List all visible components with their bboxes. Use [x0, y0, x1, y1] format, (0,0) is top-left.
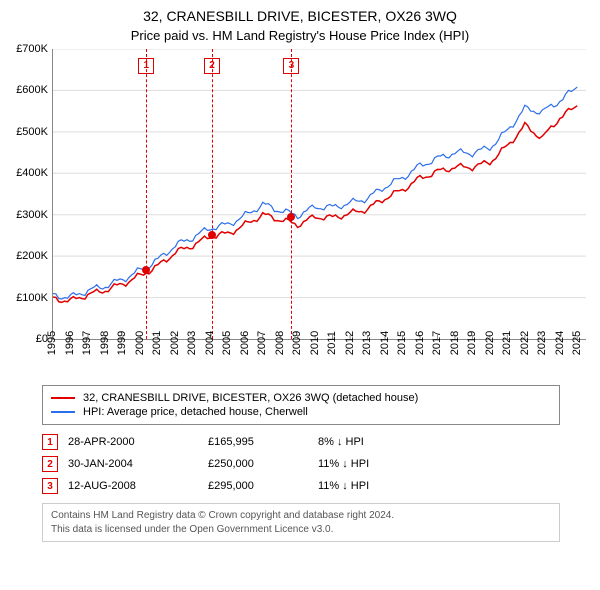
chart-subtitle: Price paid vs. HM Land Registry's House … [0, 24, 600, 49]
x-tick-label: 2000 [134, 331, 146, 355]
sale-marker-dot [142, 266, 150, 274]
sale-row-price: £165,995 [208, 436, 308, 448]
x-tick-label: 2022 [519, 331, 531, 355]
sale-marker-line [146, 49, 147, 339]
y-tick-label: £700K [16, 43, 48, 55]
sale-row-date: 12-AUG-2008 [68, 480, 198, 492]
sale-marker-line [291, 49, 292, 339]
y-tick-label: £500K [16, 126, 48, 138]
x-tick-label: 2009 [291, 331, 303, 355]
plot-svg [53, 49, 586, 339]
y-tick-label: £300K [16, 209, 48, 221]
legend-item: HPI: Average price, detached house, Cher… [51, 405, 551, 419]
x-tick-label: 1995 [46, 331, 58, 355]
sale-row-marker: 1 [42, 434, 58, 450]
sale-row-hpi: 11% ↓ HPI [318, 480, 428, 492]
sale-row-hpi: 8% ↓ HPI [318, 436, 428, 448]
x-tick-label: 2018 [449, 331, 461, 355]
sale-row-price: £250,000 [208, 458, 308, 470]
x-tick-label: 2013 [361, 331, 373, 355]
legend-label: 32, CRANESBILL DRIVE, BICESTER, OX26 3WQ… [83, 392, 418, 404]
sale-row-marker: 2 [42, 456, 58, 472]
sale-row-marker: 3 [42, 478, 58, 494]
plot-region: 1 2 3 [52, 49, 586, 340]
x-tick-label: 1997 [81, 331, 93, 355]
y-tick-label: £400K [16, 167, 48, 179]
series-hpi [53, 87, 577, 299]
legend-label: HPI: Average price, detached house, Cher… [83, 406, 308, 418]
footnote-line: This data is licensed under the Open Gov… [51, 523, 551, 537]
legend-item: 32, CRANESBILL DRIVE, BICESTER, OX26 3WQ… [51, 391, 551, 405]
sale-row-date: 30-JAN-2004 [68, 458, 198, 470]
x-tick-label: 2012 [344, 331, 356, 355]
sale-row: 1 28-APR-2000 £165,995 8% ↓ HPI [42, 431, 560, 453]
x-tick-label: 2008 [274, 331, 286, 355]
sale-marker-label: 2 [204, 55, 220, 74]
x-tick-label: 2005 [221, 331, 233, 355]
series-property [53, 106, 577, 302]
sale-row-price: £295,000 [208, 480, 308, 492]
x-tick-label: 2010 [309, 331, 321, 355]
x-tick-label: 2011 [326, 331, 338, 355]
x-tick-label: 2002 [169, 331, 181, 355]
x-tick-label: 2025 [571, 331, 583, 355]
x-tick-label: 2016 [414, 331, 426, 355]
y-axis: £0£100K£200K£300K£400K£500K£600K£700K [10, 49, 52, 339]
sale-marker-label: 1 [138, 55, 154, 74]
x-tick-label: 2001 [151, 331, 163, 355]
y-tick-label: £600K [16, 84, 48, 96]
x-tick-label: 1996 [64, 331, 76, 355]
legend-swatch [51, 411, 75, 413]
x-tick-label: 2006 [239, 331, 251, 355]
legend-swatch [51, 397, 75, 399]
x-tick-label: 1999 [116, 331, 128, 355]
sale-marker-dot [208, 231, 216, 239]
footnote: Contains HM Land Registry data © Crown c… [42, 503, 560, 542]
x-tick-label: 2020 [484, 331, 496, 355]
x-tick-label: 1998 [99, 331, 111, 355]
sale-marker-label: 3 [283, 55, 299, 74]
sale-row: 3 12-AUG-2008 £295,000 11% ↓ HPI [42, 475, 560, 497]
y-tick-label: £100K [16, 292, 48, 304]
x-tick-label: 2003 [186, 331, 198, 355]
x-axis: 1995199619971998199920002001200220032004… [52, 339, 586, 379]
y-tick-label: £200K [16, 250, 48, 262]
sale-row-hpi: 11% ↓ HPI [318, 458, 428, 470]
x-tick-label: 2007 [256, 331, 268, 355]
x-tick-label: 2019 [466, 331, 478, 355]
sale-row-date: 28-APR-2000 [68, 436, 198, 448]
sale-marker-dot [287, 213, 295, 221]
x-tick-label: 2014 [379, 331, 391, 355]
sale-marker-line [212, 49, 213, 339]
x-tick-label: 2004 [204, 331, 216, 355]
chart-title: 32, CRANESBILL DRIVE, BICESTER, OX26 3WQ [0, 0, 600, 24]
chart-area: £0£100K£200K£300K£400K£500K£600K£700K 12… [10, 49, 590, 379]
footnote-line: Contains HM Land Registry data © Crown c… [51, 509, 551, 523]
x-tick-label: 2015 [396, 331, 408, 355]
legend: 32, CRANESBILL DRIVE, BICESTER, OX26 3WQ… [42, 385, 560, 425]
x-tick-label: 2023 [536, 331, 548, 355]
x-tick-label: 2024 [554, 331, 566, 355]
sales-table: 1 28-APR-2000 £165,995 8% ↓ HPI 2 30-JAN-2004… [42, 431, 560, 497]
x-tick-label: 2017 [431, 331, 443, 355]
x-tick-label: 2021 [501, 331, 513, 355]
sale-row: 2 30-JAN-2004 £250,000 11% ↓ HPI [42, 453, 560, 475]
